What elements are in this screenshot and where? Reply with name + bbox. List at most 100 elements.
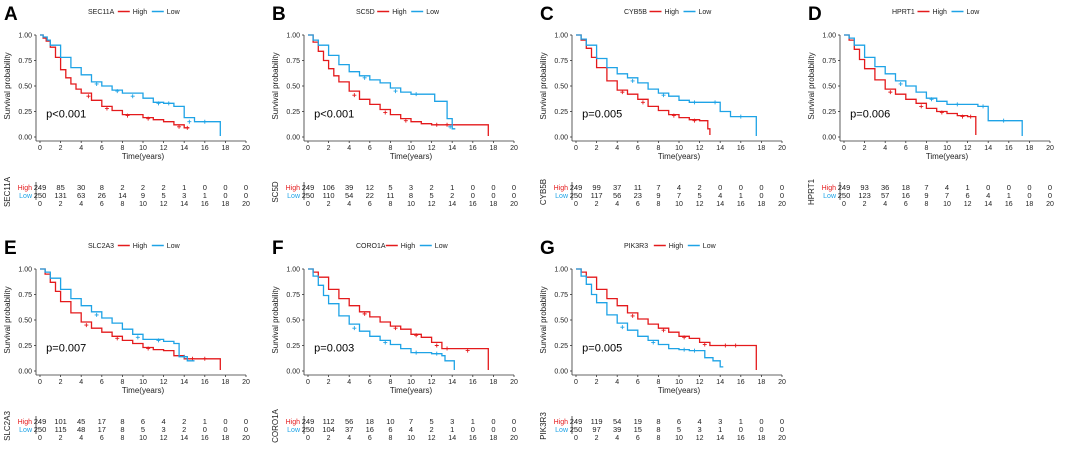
risk-count-high: 39 (345, 183, 353, 192)
x-tick-label: 6 (636, 145, 640, 152)
y-axis-label: Survival probability (3, 286, 12, 353)
y-tick-label: 0.50 (286, 84, 300, 91)
censor-mark-low (414, 350, 419, 355)
x-tick-label: 2 (59, 145, 63, 152)
risk-count-high: 11 (634, 183, 642, 192)
y-axis-label: Survival probability (539, 52, 548, 119)
censor-mark-high (671, 113, 676, 118)
x-tick-label: 12 (964, 145, 972, 152)
p-value: p=0.007 (46, 343, 86, 355)
y-tick-label: 1.00 (286, 33, 300, 40)
risk-count-low: 8 (656, 425, 660, 434)
x-tick-label: 10 (407, 145, 415, 152)
risk-count-high: 0 (491, 417, 495, 426)
p-value: p<0.001 (46, 109, 86, 121)
risk-row-low-label: Low (287, 427, 301, 434)
x-tick-label: 18 (490, 145, 498, 152)
x-tick-label: 6 (636, 379, 640, 386)
censor-mark-high (640, 100, 645, 105)
risk-x-tick-label: 14 (180, 435, 188, 442)
risk-count-low: 3 (182, 191, 186, 200)
risk-count-low: 5 (162, 191, 166, 200)
legend-low-label: Low (967, 9, 981, 16)
censor-mark-high (434, 343, 439, 348)
risk-count-low: 15 (634, 425, 642, 434)
km-curve-low (844, 34, 1023, 136)
risk-count-high: 119 (591, 417, 603, 426)
legend-high-label: High (665, 9, 680, 16)
risk-count-high: 0 (759, 183, 763, 192)
risk-count-high: 1 (450, 183, 454, 192)
risk-x-tick-label: 8 (924, 201, 928, 208)
censor-mark-high (465, 348, 470, 353)
risk-x-tick-label: 18 (758, 435, 766, 442)
risk-count-low: 14 (118, 191, 126, 200)
risk-count-low: 250 (838, 191, 851, 200)
censor-mark-high (702, 342, 707, 347)
risk-count-high: 1 (182, 183, 186, 192)
risk-x-tick-label: 20 (242, 435, 250, 442)
risk-x-tick-label: 0 (306, 435, 310, 442)
risk-count-low: 6 (966, 191, 970, 200)
y-tick-label: 0.50 (554, 84, 568, 91)
risk-count-high: 12 (366, 183, 374, 192)
censor-mark-low (352, 326, 357, 331)
panel-letter: B (272, 4, 286, 25)
x-tick-label: 4 (79, 379, 83, 386)
x-tick-label: 16 (737, 379, 745, 386)
censor-mark-high (202, 356, 207, 361)
censor-mark-low (1001, 118, 1006, 123)
risk-count-high: 10 (386, 417, 394, 426)
x-tick-label: 10 (675, 379, 683, 386)
risk-count-low: 11 (387, 191, 395, 200)
x-tick-label: 18 (1026, 145, 1034, 152)
risk-count-high: 8 (100, 183, 104, 192)
risk-x-tick-label: 0 (306, 201, 310, 208)
censor-mark-low (981, 104, 986, 109)
censor-mark-low (692, 100, 697, 105)
risk-x-tick-label: 12 (964, 201, 972, 208)
risk-count-low: 48 (77, 425, 85, 434)
y-tick-label: 0.50 (822, 84, 836, 91)
risk-count-high: 0 (491, 183, 495, 192)
y-tick-label: 0.75 (822, 58, 836, 65)
risk-count-low: 4 (986, 191, 990, 200)
x-tick-label: 10 (407, 379, 415, 386)
risk-count-low: 97 (592, 425, 600, 434)
x-tick-label: 16 (201, 379, 209, 386)
risk-x-tick-label: 2 (59, 435, 63, 442)
y-tick-label: 1.00 (286, 267, 300, 274)
risk-count-high: 6 (677, 417, 681, 426)
y-tick-label: 0.00 (18, 369, 32, 376)
x-tick-label: 0 (38, 145, 42, 152)
risk-count-high: 0 (223, 417, 227, 426)
risk-count-high: 0 (244, 417, 248, 426)
risk-count-low: 26 (98, 191, 106, 200)
risk-count-low: 0 (759, 191, 763, 200)
risk-count-high: 0 (718, 183, 722, 192)
x-tick-label: 20 (510, 145, 518, 152)
risk-count-high: 18 (366, 417, 374, 426)
risk-count-low: 3 (162, 425, 166, 434)
risk-x-tick-label: 6 (368, 201, 372, 208)
censor-mark-high (445, 122, 450, 127)
panel-letter: G (540, 238, 555, 259)
x-tick-label: 20 (510, 379, 518, 386)
risk-table-label: SEC11A (3, 176, 12, 207)
risk-x-tick-label: 14 (716, 435, 724, 442)
risk-count-high: 0 (471, 183, 475, 192)
x-tick-label: 20 (242, 379, 250, 386)
censor-mark-high (960, 114, 965, 119)
risk-count-low: 0 (471, 191, 475, 200)
risk-row-low-label: Low (287, 193, 301, 200)
risk-x-tick-label: 20 (778, 435, 786, 442)
x-tick-label: 12 (160, 379, 168, 386)
censor-mark-low (115, 89, 120, 94)
risk-count-low: 0 (491, 191, 495, 200)
risk-count-high: 99 (592, 183, 600, 192)
x-tick-label: 20 (778, 379, 786, 386)
risk-count-low: 7 (945, 191, 949, 200)
x-tick-label: 8 (388, 379, 392, 386)
